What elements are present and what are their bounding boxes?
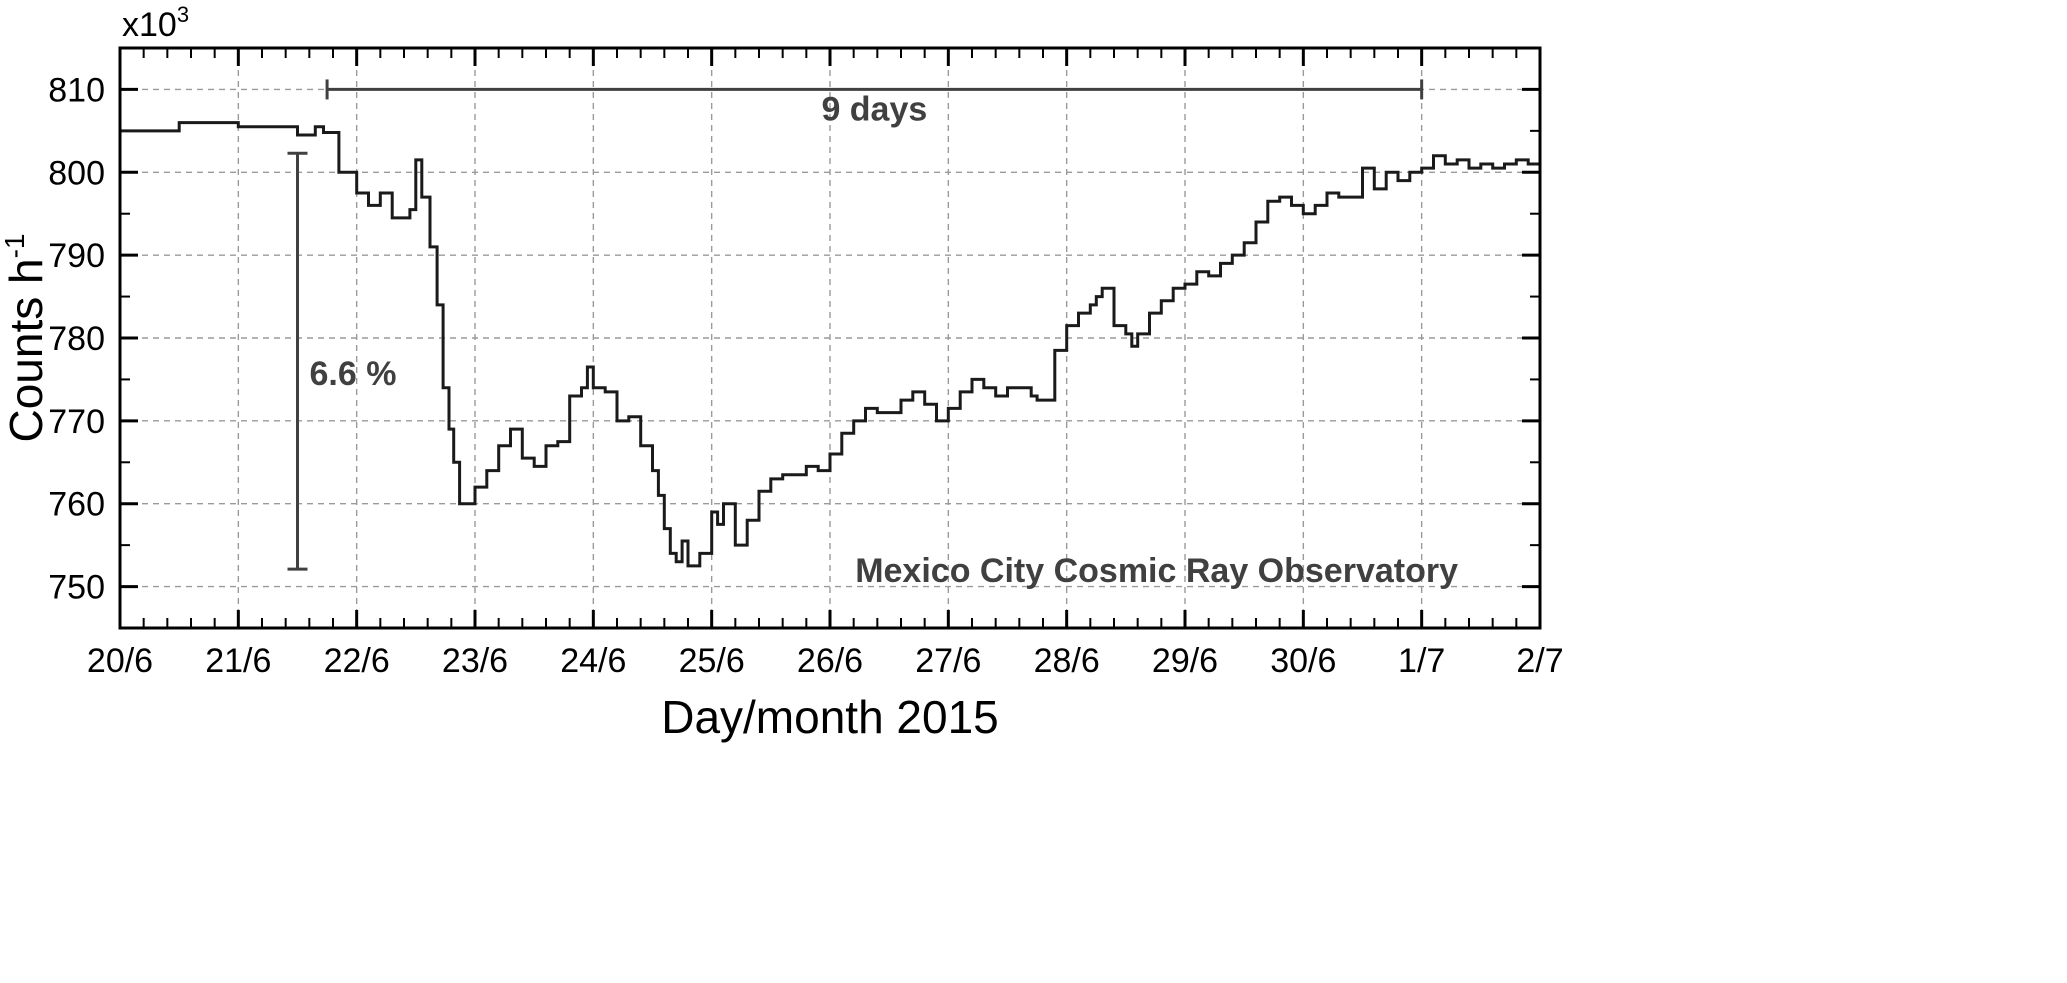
x-axis-label: Day/month 2015 [661,691,999,743]
y-tick-label: 780 [48,320,105,358]
x-tick-label: 30/6 [1270,642,1336,680]
series-line [120,121,1542,568]
x-tick-label: 27/6 [915,642,981,680]
y-axis-multiplier-exponent: 3 [177,2,189,27]
y-tick-label: 770 [48,403,105,441]
x-tick-label: 29/6 [1152,642,1218,680]
plot-frame [118,46,1542,630]
x-tick-label: 25/6 [679,642,745,680]
x-tick-label: 21/6 [205,642,271,680]
grid [120,48,1540,628]
y-tick-label: 750 [48,569,105,607]
observatory-label: Mexico City Cosmic Ray Observatory [855,552,1458,590]
y-tick-label: 810 [48,71,105,109]
y-axis-multiplier-base: x10 [122,6,177,44]
duration-label: 9 days [821,90,927,128]
y-tick-label: 760 [48,486,105,524]
decrease-label: 6.6 % [310,355,397,393]
axis-ticks: 20/6 21/6 22/6 23/6 24/6 25/6 26/6 27/6 28/6 29/6… [48,47,1564,680]
axis-labels: Day/month 2015 Counts h-1 x103 [0,2,999,743]
y-axis-label-main: Counts h [0,258,52,442]
y-tick-label: 800 [48,154,105,192]
y-axis-multiplier: x103 [122,2,189,44]
series-layer [120,121,1542,568]
x-tick-label: 22/6 [324,642,390,680]
x-tick-label: 28/6 [1034,642,1100,680]
y-axis-label-superscript: -1 [0,233,30,258]
x-tick-label: 24/6 [560,642,626,680]
y-axis-label: Counts h-1 [0,233,52,442]
x-tick-label: 20/6 [87,642,153,680]
x-tick-label: 1/7 [1398,642,1445,680]
annotations: 9 days 6.6 % Mexico City Cosmic Ray Obse… [287,79,1458,590]
x-tick-label: 26/6 [797,642,863,680]
x-tick-label: 23/6 [442,642,508,680]
y-tick-label: 790 [48,237,105,275]
x-tick-label: 2/7 [1516,642,1563,680]
